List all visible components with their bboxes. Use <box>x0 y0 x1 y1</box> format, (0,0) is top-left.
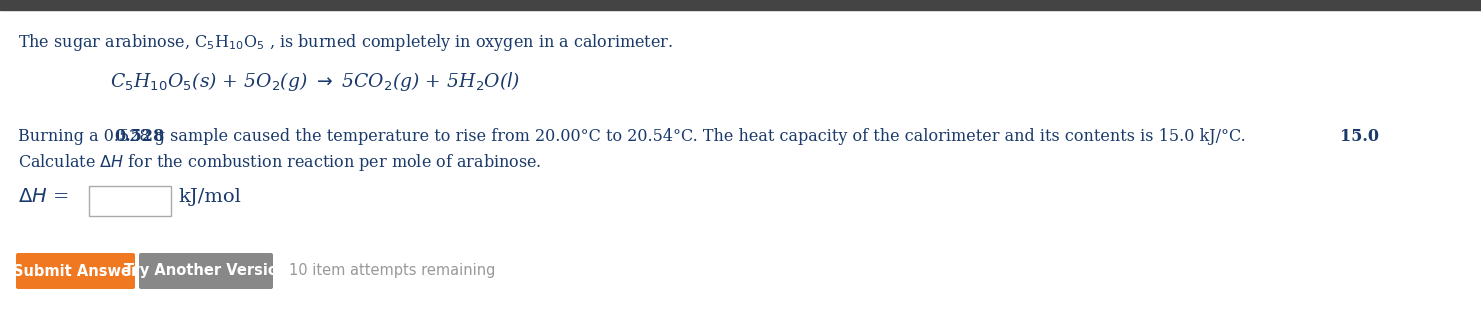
Text: Try Another Version: Try Another Version <box>124 264 289 279</box>
Text: kJ/mol: kJ/mol <box>178 188 241 206</box>
FancyBboxPatch shape <box>16 253 135 289</box>
Text: Calculate $\Delta H$ for the combustion reaction per mole of arabinose.: Calculate $\Delta H$ for the combustion … <box>18 152 542 173</box>
Text: 0.528: 0.528 <box>114 128 164 145</box>
FancyBboxPatch shape <box>139 253 273 289</box>
Text: C$_5$H$_{10}$O$_5$(s) + 5O$_2$(g) $\rightarrow$ 5CO$_2$(g) + 5H$_2$O($\mathit{l}: C$_5$H$_{10}$O$_5$(s) + 5O$_2$(g) $\righ… <box>110 70 520 93</box>
Text: $\Delta H$ =: $\Delta H$ = <box>18 188 68 206</box>
Text: The sugar arabinose, C$_5$H$_{10}$O$_5$ , is burned completely in oxygen in a ca: The sugar arabinose, C$_5$H$_{10}$O$_5$ … <box>18 32 672 53</box>
Text: Burning a: Burning a <box>18 128 104 145</box>
Text: 10 item attempts remaining: 10 item attempts remaining <box>289 264 495 279</box>
Text: Submit Answer: Submit Answer <box>13 264 138 279</box>
FancyBboxPatch shape <box>89 186 170 216</box>
Text: Burning a 0.528 g sample caused the temperature to rise from 20.00°C to 20.54°C.: Burning a 0.528 g sample caused the temp… <box>18 128 1246 145</box>
Text: 15.0: 15.0 <box>1340 128 1379 145</box>
FancyBboxPatch shape <box>0 0 1481 10</box>
